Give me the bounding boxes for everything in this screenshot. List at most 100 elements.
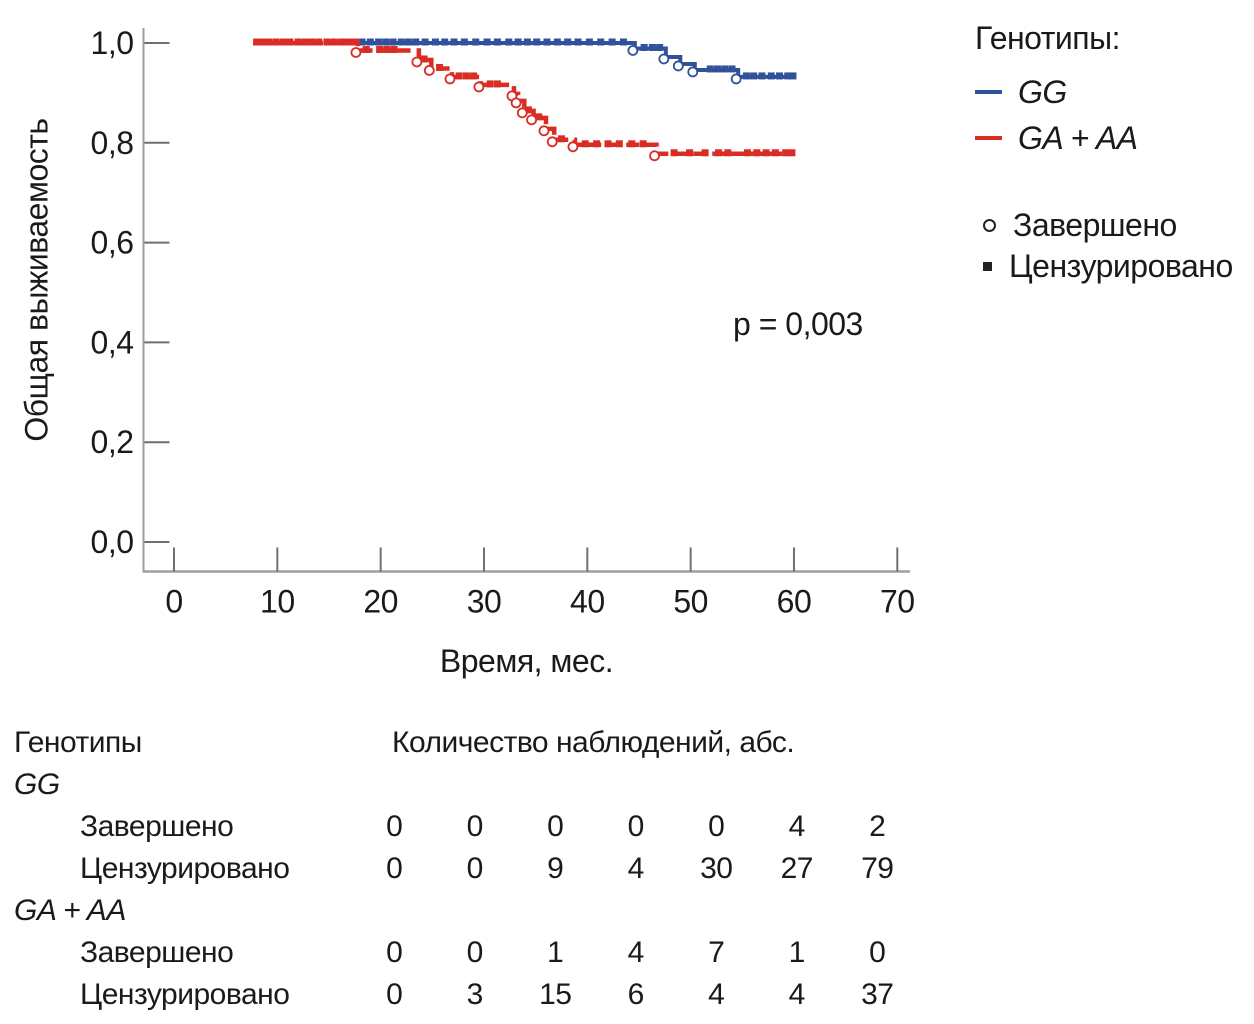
table-group-ga-aa: GA + AA [14, 894, 126, 927]
table-cell: 0 [627, 810, 645, 843]
x-tick-label: 10 [260, 584, 295, 620]
table-cell: 15 [539, 978, 572, 1011]
censored-mark [455, 72, 463, 80]
table-header-counts: Количество наблюдений, абс. [392, 726, 795, 759]
y-axis-title: Общая выживаемость [18, 118, 55, 442]
censored-square-icon [983, 262, 992, 271]
censored-mark [376, 45, 384, 53]
censored-mark [533, 38, 541, 46]
table-cell: 4 [627, 936, 645, 969]
legend-series-ga-aa: GA + AA [975, 115, 1250, 161]
y-tick-label: 0,6 [91, 225, 134, 261]
censored-mark [259, 38, 267, 46]
event-mark [649, 150, 660, 162]
censored-mark [724, 149, 732, 157]
censored-mark [557, 135, 565, 143]
table-row-label: Завершено [80, 810, 234, 843]
x-tick-label: 70 [880, 584, 915, 620]
table-row-label: Цензурировано [80, 978, 290, 1011]
censored-mark [383, 45, 391, 53]
table-cell: 3 [466, 978, 484, 1011]
y-tick-label: 0,2 [91, 424, 134, 460]
x-tick-label: 60 [777, 584, 812, 620]
event-mark [672, 60, 684, 72]
censored-mark [771, 149, 779, 157]
censored-mark [390, 45, 398, 53]
censored-mark [493, 38, 501, 46]
x-tick-label: 40 [570, 584, 605, 620]
censored-mark [431, 38, 439, 46]
censored-mark [265, 38, 273, 46]
event-mark [444, 73, 456, 85]
table-cell: 1 [547, 936, 564, 969]
censored-mark [742, 72, 750, 80]
censored-mark [758, 72, 766, 80]
censored-mark [307, 38, 315, 46]
censored-mark [524, 106, 532, 114]
legend-completed-row: Завершено [975, 205, 1250, 246]
censored-mark [639, 140, 647, 148]
table-cell: 0 [386, 936, 403, 969]
event-mark [658, 53, 670, 65]
table-cell: 4 [708, 978, 725, 1011]
table-cell: 27 [780, 852, 814, 885]
event-mark [546, 136, 558, 148]
censored-mark [604, 140, 612, 148]
censored-mark [721, 65, 729, 73]
censored-mark [441, 38, 449, 46]
censored-mark [323, 38, 331, 46]
censored-mark [345, 38, 353, 46]
censored-mark [389, 38, 397, 46]
table-cell: 9 [547, 852, 564, 885]
event-mark [411, 56, 423, 68]
table-cell: 0 [386, 810, 403, 843]
censored-mark [253, 38, 261, 46]
event-mark [730, 73, 742, 85]
legend-censored-label: Цензурировано [1009, 248, 1233, 284]
legend-completed-label: Завершено [1013, 207, 1177, 243]
censored-mark [462, 72, 470, 80]
censored-mark [543, 38, 551, 46]
table-cell: 4 [627, 852, 645, 885]
censored-mark [585, 38, 593, 46]
table-row-label: Цензурировано [80, 852, 290, 885]
censored-mark [483, 38, 491, 46]
censored-mark [619, 38, 627, 46]
censored-mark [574, 38, 582, 46]
censored-mark [608, 38, 616, 46]
table-cell: 7 [708, 936, 725, 969]
censored-mark [743, 149, 751, 157]
event-mark [510, 97, 522, 109]
legend-series-gg-label: GG [1018, 73, 1067, 110]
y-tick-label: 0,8 [91, 125, 134, 161]
censored-mark [272, 38, 280, 46]
censored-mark [286, 38, 294, 46]
censored-mark [493, 80, 501, 88]
censored-mark [366, 38, 374, 46]
censored-mark [505, 38, 513, 46]
censored-mark [686, 149, 694, 157]
censored-mark [715, 149, 723, 157]
censored-mark [762, 149, 770, 157]
censored-mark [728, 65, 736, 73]
event-mark [423, 65, 435, 76]
table-cell: 4 [788, 810, 806, 843]
censored-mark [351, 38, 359, 46]
table-cell: 0 [386, 852, 403, 885]
censored-mark [397, 38, 405, 46]
table-cell: 0 [869, 936, 886, 969]
censored-mark [337, 38, 345, 46]
censored-mark [472, 38, 480, 46]
survival-chart: 0,0 0,2 0,4 0,6 0,8 1,0 0 10 20 30 40 50 60 70 [91, 25, 916, 620]
x-tick-label: 30 [467, 584, 502, 620]
censored-mark [656, 43, 664, 51]
x-tick-label: 50 [673, 584, 708, 620]
censored-mark [450, 38, 458, 46]
censored-mark [789, 72, 797, 80]
censored-mark [405, 38, 413, 46]
censored-mark [294, 38, 302, 46]
y-tick-label: 0,4 [91, 324, 134, 360]
censored-mark [553, 38, 561, 46]
gg-line-swatch [975, 90, 1002, 94]
